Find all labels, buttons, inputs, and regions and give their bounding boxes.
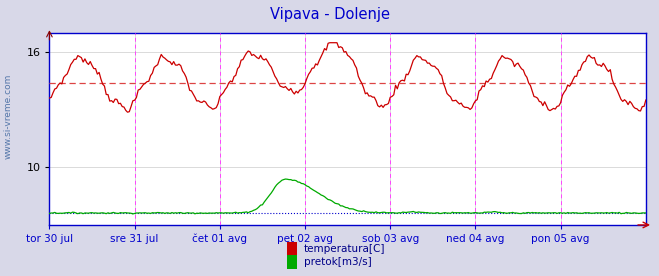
Text: Vipava - Dolenje: Vipava - Dolenje: [270, 7, 389, 22]
Text: pretok[m3/s]: pretok[m3/s]: [304, 257, 372, 267]
Text: temperatura[C]: temperatura[C]: [304, 244, 386, 254]
Text: www.si-vreme.com: www.si-vreme.com: [4, 73, 13, 159]
